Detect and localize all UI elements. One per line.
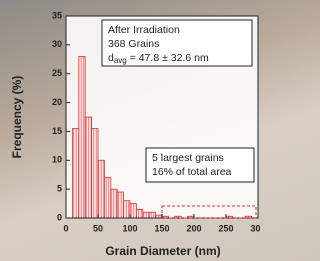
y-tick-label: 5 [57, 184, 62, 194]
x-axis-label: Grain Diameter (nm) [105, 244, 220, 258]
annotation: 16% of total area [152, 166, 232, 178]
x-tick-label: 50 [93, 223, 103, 233]
y-tick-label: 25 [52, 68, 62, 78]
bar [124, 201, 130, 218]
x-tick-label: 100 [122, 223, 137, 233]
x-tick-label: 200 [186, 223, 201, 233]
y-tick-label: 30 [52, 39, 62, 49]
bar [79, 56, 85, 218]
annotation: After Irradiation [108, 24, 180, 36]
y-tick-label: 15 [52, 126, 62, 136]
bar [111, 189, 117, 218]
bar [85, 117, 91, 218]
bar [72, 129, 78, 218]
y-axis-label: Frequency (%) [10, 76, 24, 159]
x-tick-label: 150 [154, 223, 169, 233]
bar [104, 178, 110, 218]
x-tick-label: 0 [63, 223, 68, 233]
bar [98, 160, 104, 218]
annotation: 5 largest grains [152, 152, 224, 164]
y-tick-label: 35 [52, 10, 62, 20]
chart: After Irradiation 368 Grains davg = 47.8… [0, 0, 260, 261]
bar [149, 212, 155, 218]
y-tick-label: 0 [57, 212, 62, 222]
x-tick-label: 300 [250, 223, 260, 233]
annotation: = 47.8 ± 32.6 nm [127, 52, 209, 64]
bar [117, 192, 123, 218]
page: After Irradiation 368 Grains davg = 47.8… [0, 0, 260, 261]
bar [92, 129, 98, 218]
bar [130, 204, 136, 218]
bar [136, 209, 142, 218]
annotation: avg [114, 56, 127, 65]
bar [143, 212, 149, 218]
y-tick-label: 20 [52, 97, 62, 107]
x-tick-label: 250 [218, 223, 233, 233]
annotation: 368 Grains [108, 38, 159, 50]
y-tick-label: 10 [52, 155, 62, 165]
